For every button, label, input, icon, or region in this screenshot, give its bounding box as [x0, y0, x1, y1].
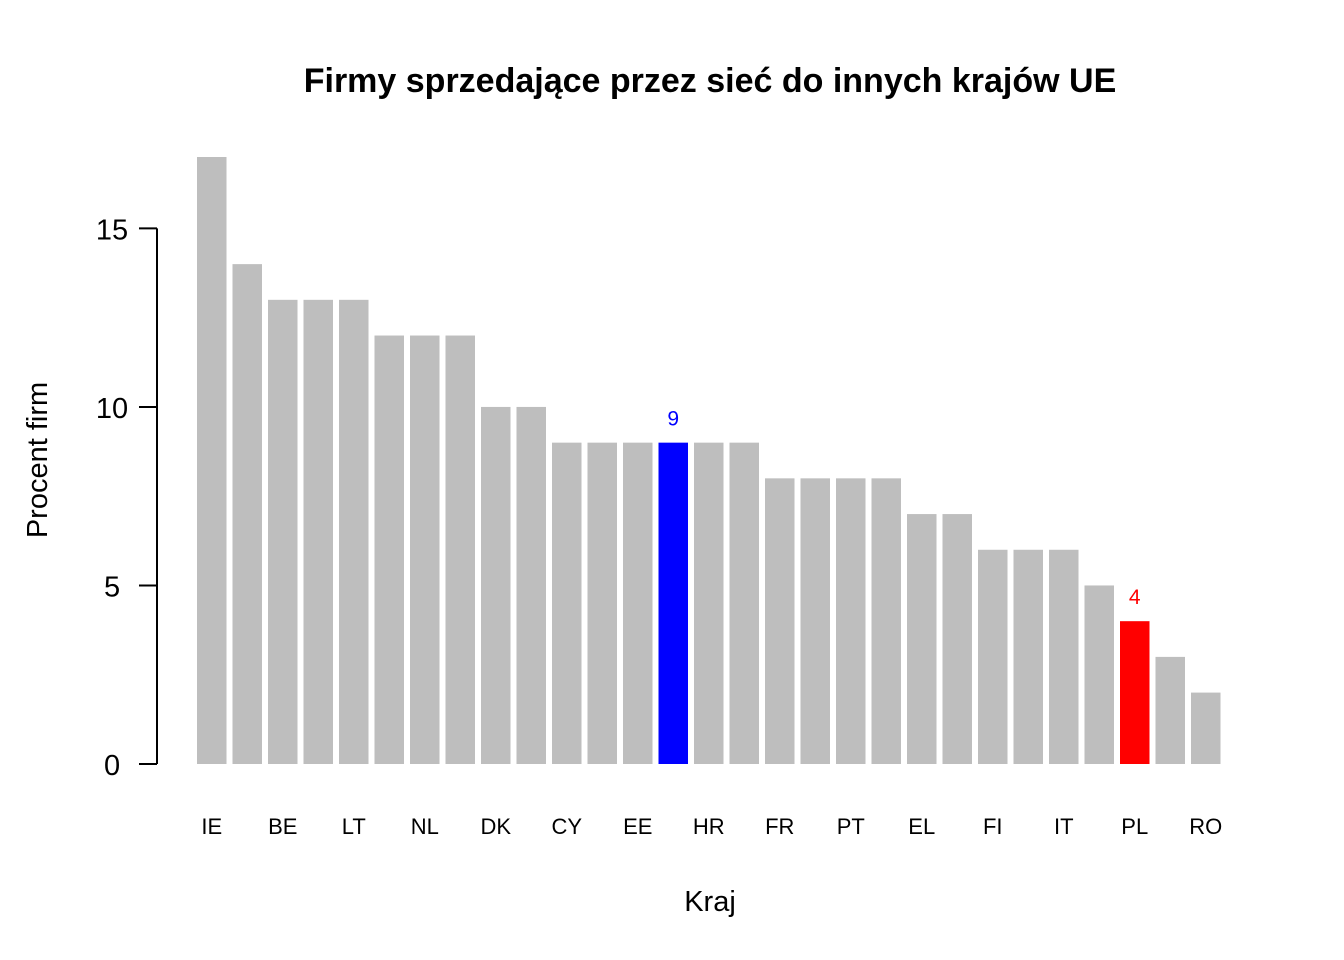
bar — [942, 514, 972, 764]
chart-title: Firmy sprzedające przez sieć do innych k… — [304, 62, 1117, 100]
x-tick-label: PL — [1121, 814, 1148, 839]
x-tick-label: NL — [411, 814, 439, 839]
x-tick-label: PT — [837, 814, 865, 839]
data-labels: 94 — [667, 408, 1141, 610]
bar — [552, 442, 582, 764]
x-tick-label: CY — [551, 814, 582, 839]
bar — [481, 406, 511, 764]
x-axis-label: Kraj — [684, 886, 736, 918]
bar — [1049, 549, 1079, 764]
bar — [1013, 549, 1043, 764]
y-axis-label: Procent firm — [22, 382, 54, 538]
y-tick-label: 10 — [96, 393, 128, 425]
bar — [268, 299, 298, 764]
bar — [374, 335, 404, 764]
bar — [339, 299, 369, 764]
x-tick-label: IT — [1054, 814, 1074, 839]
bar — [836, 478, 866, 764]
y-tick-label: 5 — [104, 571, 120, 603]
bar — [907, 514, 937, 764]
bar — [978, 549, 1008, 764]
bar — [623, 442, 653, 764]
x-tick-label: LT — [342, 814, 366, 839]
y-axis: 0 5 10 15 — [96, 214, 158, 782]
category-labels: IE BE LT NL DK CY EE HR FR PT EL FI IT PL RO — [201, 814, 1222, 839]
x-tick-label: HR — [693, 814, 725, 839]
bar — [871, 478, 901, 764]
x-tick-label: EL — [908, 814, 935, 839]
bar — [1084, 585, 1114, 764]
y-tick-label: 0 — [104, 750, 120, 782]
bar — [1120, 621, 1150, 764]
data-label: 4 — [1129, 586, 1141, 609]
x-tick-label: IE — [201, 814, 222, 839]
bar — [1191, 692, 1221, 764]
bar — [765, 478, 795, 764]
x-tick-label: BE — [268, 814, 297, 839]
x-tick-label: FR — [765, 814, 794, 839]
bar — [1155, 656, 1185, 764]
bar — [197, 157, 227, 764]
data-label: 9 — [667, 408, 679, 431]
bar — [410, 335, 440, 764]
x-tick-label: DK — [480, 814, 511, 839]
bar — [658, 442, 688, 764]
bar — [445, 335, 475, 764]
bar — [303, 299, 333, 764]
bar — [232, 264, 262, 764]
bars — [197, 157, 1221, 764]
x-tick-label: FI — [983, 814, 1003, 839]
x-tick-label: RO — [1189, 814, 1222, 839]
bar — [587, 442, 617, 764]
bar — [800, 478, 830, 764]
bar — [516, 406, 546, 764]
x-tick-label: EE — [623, 814, 652, 839]
bar — [729, 442, 759, 764]
bar — [694, 442, 724, 764]
y-tick-label: 15 — [96, 214, 128, 246]
